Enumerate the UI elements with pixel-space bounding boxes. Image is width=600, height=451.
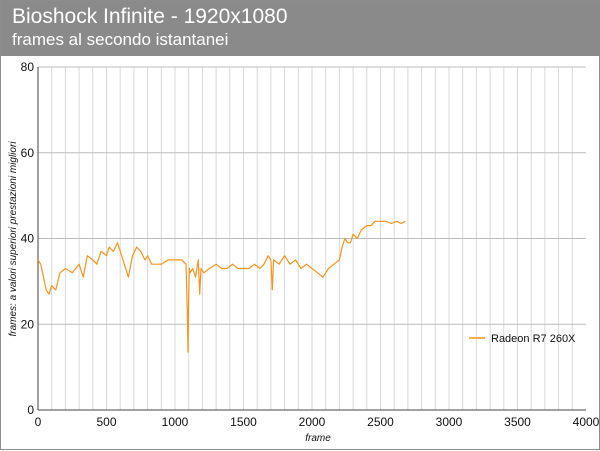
x-tick-label: 3000: [436, 415, 463, 429]
y-axis-label: frames: a valori superiori prestazioni m…: [8, 141, 19, 337]
y-tick-label: 0: [27, 403, 34, 417]
chart-series: [37, 220, 406, 353]
y-tick-label: 60: [21, 146, 35, 160]
y-tick-label: 80: [21, 60, 35, 74]
chart-ticks: 0 500 1000 1500 2000 2500 3000 3500 4000 0 20 40 60 8…: [21, 60, 600, 429]
x-tick-label: 500: [96, 415, 116, 429]
x-tick-label: 1000: [162, 415, 189, 429]
chart-title: Bioshock Infinite - 1920x1080: [12, 5, 288, 28]
x-tick-label: 3500: [504, 415, 531, 429]
x-tick-label: 1500: [230, 415, 257, 429]
x-tick-label: 0: [35, 415, 42, 429]
legend-label: Radeon R7 260X: [491, 333, 576, 345]
x-tick-label: 4000: [573, 415, 600, 429]
chart-axes: [37, 67, 586, 411]
y-tick-label: 20: [21, 317, 35, 331]
x-tick-label: 2000: [299, 415, 326, 429]
y-tick-label: 40: [21, 232, 35, 246]
x-axis-label: frame: [305, 433, 331, 444]
x-tick-label: 2500: [367, 415, 394, 429]
chart-legend: Radeon R7 260X: [469, 333, 576, 345]
chart-header: Bioshock Infinite - 1920x1080 frames al …: [1, 1, 600, 56]
chart-subtitle: frames al secondo istantanei: [12, 30, 229, 49]
series-line-radeon-r7-260x: [37, 220, 406, 353]
chart-grid: [38, 66, 586, 410]
